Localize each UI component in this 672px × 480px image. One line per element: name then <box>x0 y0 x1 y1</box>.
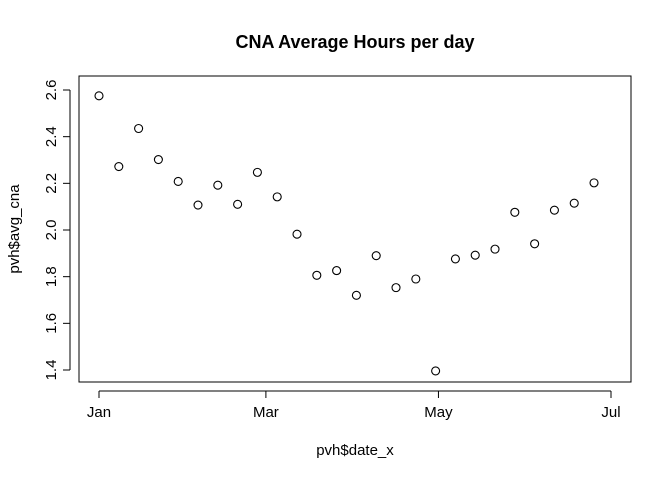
data-point <box>530 239 540 249</box>
data-point <box>173 176 183 187</box>
chart-title: CNA Average Hours per day <box>235 32 474 52</box>
data-point <box>233 199 243 209</box>
data-point <box>94 91 104 101</box>
y-tick-label: 1.6 <box>43 313 60 334</box>
data-point <box>134 123 144 134</box>
data-point <box>569 198 579 208</box>
data-point <box>490 244 500 254</box>
x-axis-label: pvh$date_x <box>316 442 394 459</box>
y-tick-label: 2.6 <box>43 80 60 101</box>
data-point <box>450 254 460 264</box>
y-tick-label: 2.4 <box>43 126 60 147</box>
x-tick-label: May <box>424 404 453 421</box>
x-tick-label: Jul <box>601 404 620 421</box>
data-points <box>94 91 599 376</box>
y-axis-label: pvh$avg_cna <box>6 184 23 274</box>
x-axis: Jan Mar May Jul <box>87 390 621 421</box>
data-point <box>470 250 480 260</box>
data-point <box>589 178 599 188</box>
data-point <box>411 274 421 284</box>
data-point <box>371 251 381 261</box>
y-tick-label: 2.2 <box>43 173 60 194</box>
data-point <box>114 161 124 172</box>
data-point <box>292 229 302 239</box>
data-point <box>272 192 282 202</box>
data-point <box>549 205 559 215</box>
data-point <box>351 290 361 300</box>
x-tick-label: Jan <box>87 404 111 421</box>
data-point <box>312 270 322 280</box>
x-tick-label: Mar <box>253 404 279 421</box>
data-point <box>391 283 401 293</box>
plot-frame <box>78 75 632 383</box>
y-tick-label: 1.4 <box>43 360 60 381</box>
data-point <box>431 366 441 376</box>
data-point <box>252 167 262 177</box>
y-tick-label: 1.8 <box>43 266 60 287</box>
y-tick-label: 2.0 <box>43 220 60 241</box>
data-point <box>332 266 342 276</box>
data-point <box>510 207 520 217</box>
y-axis: 1.4 1.6 1.8 2.0 2.2 2.4 2.6 <box>43 80 71 381</box>
data-point <box>213 180 223 190</box>
data-point <box>153 154 163 165</box>
data-point <box>193 200 203 210</box>
